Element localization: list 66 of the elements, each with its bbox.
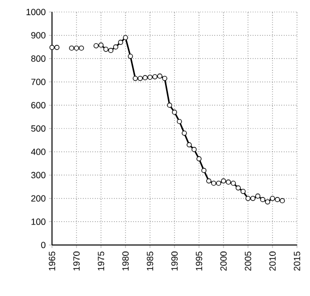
y-tick-label: 400 [31, 148, 46, 155]
x-tick-label: 2000 [220, 252, 227, 271]
x-tick-label: 1970 [73, 252, 80, 270]
point [157, 74, 162, 79]
point [230, 180, 236, 186]
point [274, 197, 280, 202]
y-tick-label: 100 [32, 218, 46, 225]
point [220, 178, 226, 184]
point [122, 35, 128, 40]
point [147, 74, 153, 80]
point [113, 44, 118, 50]
y-tick-label: 500 [31, 125, 46, 132]
point [49, 44, 55, 50]
point [176, 118, 182, 124]
point [162, 76, 168, 81]
x-tick-label: 1995 [196, 252, 202, 270]
y-tick-label: 0 [41, 242, 46, 248]
point [132, 76, 138, 81]
y-tick-label: 800 [31, 55, 46, 62]
x-tick-label: 1990 [171, 252, 178, 270]
point [78, 46, 84, 51]
y-tick-label: 600 [31, 102, 46, 108]
point [128, 54, 133, 59]
point [152, 74, 158, 80]
y-tick-label: 1000 [26, 8, 46, 16]
point [182, 130, 187, 136]
point [74, 46, 80, 51]
point [98, 42, 104, 48]
point [206, 178, 212, 184]
point [172, 110, 178, 115]
point [69, 46, 74, 51]
point [216, 180, 222, 186]
point [108, 48, 114, 53]
point [54, 44, 60, 50]
point [245, 196, 251, 201]
point [270, 196, 276, 201]
point [226, 180, 231, 185]
point [211, 180, 216, 186]
x-tick-label: 1980 [122, 252, 129, 270]
point [280, 198, 285, 204]
point [138, 76, 143, 81]
point [250, 196, 256, 201]
y-tick-label: 200 [31, 195, 46, 202]
point [196, 156, 202, 162]
point [201, 168, 206, 173]
point [142, 75, 148, 80]
y-tick-label: 300 [31, 172, 46, 178]
x-tick-label: 1985 [146, 252, 154, 270]
point [94, 43, 99, 48]
point [186, 142, 192, 148]
x-tick-label: 2015 [294, 252, 300, 271]
y-tick-label: 700 [31, 78, 46, 86]
x-tick-label: 2010 [269, 252, 276, 271]
point [265, 199, 270, 204]
point [236, 185, 241, 190]
y-tick-label: 900 [31, 32, 46, 38]
point [192, 146, 197, 152]
point [255, 194, 260, 199]
point [240, 188, 246, 194]
x-tick-label: 1975 [98, 252, 104, 270]
x-tick-label: 1965 [48, 252, 56, 270]
point [260, 197, 266, 202]
point [103, 46, 108, 52]
x-tick-label: 2005 [244, 252, 252, 271]
point [167, 102, 172, 108]
point [118, 40, 124, 45]
